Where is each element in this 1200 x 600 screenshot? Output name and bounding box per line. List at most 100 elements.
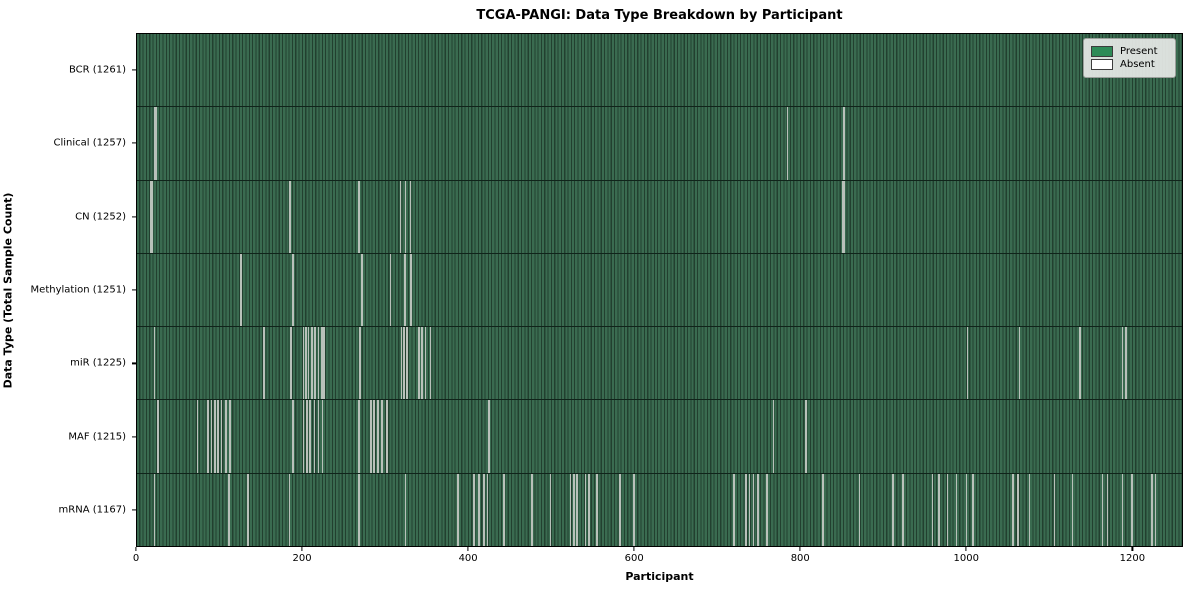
y-tick-mark bbox=[132, 142, 136, 144]
absent-mark bbox=[306, 400, 308, 473]
absent-mark bbox=[955, 473, 958, 546]
absent-mark bbox=[155, 107, 157, 180]
x-tick-mark bbox=[135, 547, 137, 551]
y-tick-mark bbox=[132, 289, 136, 291]
absent-mark bbox=[196, 400, 199, 473]
absent-mark bbox=[822, 473, 825, 546]
absent-mark bbox=[359, 327, 361, 400]
absent-mark bbox=[361, 253, 364, 327]
absent-mark bbox=[302, 400, 305, 473]
absent-mark bbox=[804, 400, 807, 473]
y-tick-label-miR: miR (1225) bbox=[70, 357, 126, 369]
absent-mark bbox=[386, 400, 389, 473]
y-tick-label-mRNA: mRNA (1167) bbox=[58, 504, 126, 516]
absent-mark bbox=[317, 327, 320, 400]
absent-mark bbox=[732, 473, 735, 546]
absent-mark bbox=[584, 473, 587, 546]
legend-label-absent: Absent bbox=[1120, 59, 1155, 70]
absent-mark bbox=[587, 473, 590, 546]
legend-item-present: Present bbox=[1091, 46, 1168, 57]
absent-mark bbox=[417, 327, 420, 400]
heatmap-row-BCR bbox=[137, 34, 1182, 108]
heatmap-row-Methylation bbox=[137, 253, 1182, 328]
heatmap-row-miR bbox=[137, 327, 1182, 401]
absent-mark bbox=[224, 400, 227, 473]
absent-mark bbox=[290, 327, 292, 400]
absent-mark bbox=[572, 473, 575, 546]
y-tick-label-Clinical: Clinical (1257) bbox=[53, 137, 127, 149]
absent-mark bbox=[478, 473, 481, 546]
y-tick-mark bbox=[132, 436, 136, 438]
absent-mark bbox=[323, 327, 326, 400]
absent-mark bbox=[619, 473, 621, 546]
x-tick-mark bbox=[799, 547, 801, 551]
absent-mark bbox=[1053, 473, 1056, 546]
absent-mark bbox=[421, 327, 423, 400]
absent-mark bbox=[153, 327, 156, 400]
absent-mark bbox=[486, 473, 489, 546]
absent-mark bbox=[1151, 473, 1154, 546]
absent-mark bbox=[596, 473, 598, 546]
x-tick-label-600: 600 bbox=[624, 553, 644, 564]
x-tick-label-1000: 1000 bbox=[953, 553, 980, 564]
y-tick-label-CN: CN (1252) bbox=[75, 211, 126, 223]
absent-mark bbox=[292, 253, 295, 327]
absent-mark bbox=[302, 327, 305, 400]
absent-mark bbox=[381, 400, 384, 473]
absent-mark bbox=[429, 327, 432, 400]
absent-mark bbox=[358, 473, 360, 546]
x-tick-mark bbox=[1131, 547, 1133, 551]
absent-mark bbox=[748, 473, 751, 546]
heatmap-row-mRNA bbox=[137, 473, 1182, 546]
absent-mark bbox=[1018, 327, 1021, 400]
absent-mark bbox=[220, 400, 223, 473]
legend: Present Absent bbox=[1083, 38, 1176, 78]
absent-mark bbox=[503, 473, 505, 546]
absent-mark bbox=[549, 473, 552, 546]
absent-mark bbox=[946, 473, 949, 546]
absent-mark bbox=[291, 400, 294, 473]
absent-mark bbox=[931, 473, 934, 546]
y-tick-mark bbox=[132, 362, 136, 365]
absent-mark bbox=[531, 473, 534, 546]
absent-mark bbox=[1124, 327, 1127, 400]
x-tick-mark bbox=[965, 547, 967, 551]
absent-mark bbox=[1028, 473, 1031, 546]
absent-mark bbox=[843, 180, 845, 253]
absent-mark bbox=[207, 400, 210, 473]
absent-mark bbox=[901, 473, 904, 546]
absent-mark bbox=[786, 107, 789, 180]
absent-mark bbox=[891, 473, 894, 546]
y-tick-label-Methylation: Methylation (1251) bbox=[30, 284, 126, 296]
absent-mark bbox=[752, 473, 755, 546]
heatmap-row-MAF bbox=[137, 400, 1182, 474]
absent-mark bbox=[972, 473, 975, 546]
legend-label-present: Present bbox=[1120, 46, 1158, 57]
absent-mark bbox=[389, 253, 392, 327]
absent-mark bbox=[1131, 473, 1134, 546]
absent-mark bbox=[399, 180, 402, 253]
absent-mark bbox=[409, 180, 412, 253]
x-tick-mark bbox=[467, 547, 469, 551]
absent-mark bbox=[313, 400, 316, 473]
absent-mark bbox=[756, 473, 759, 546]
absent-mark bbox=[151, 180, 153, 253]
absent-mark bbox=[569, 473, 572, 546]
absent-mark bbox=[633, 473, 636, 546]
y-tick-mark bbox=[132, 69, 136, 71]
absent-mark bbox=[156, 400, 159, 473]
legend-item-absent: Absent bbox=[1091, 59, 1168, 70]
absent-mark bbox=[1106, 473, 1109, 546]
absent-mark bbox=[321, 400, 324, 473]
absent-mark bbox=[320, 327, 323, 400]
x-tick-mark bbox=[301, 547, 303, 551]
absent-mark bbox=[369, 400, 372, 473]
absent-mark bbox=[1071, 473, 1074, 546]
absent-mark bbox=[403, 253, 406, 327]
absent-mark bbox=[772, 400, 775, 473]
absent-mark bbox=[843, 107, 845, 180]
absent-mark bbox=[576, 473, 578, 546]
absent-mark bbox=[858, 473, 861, 546]
absent-mark bbox=[424, 327, 427, 400]
x-tick-label-800: 800 bbox=[790, 553, 810, 564]
